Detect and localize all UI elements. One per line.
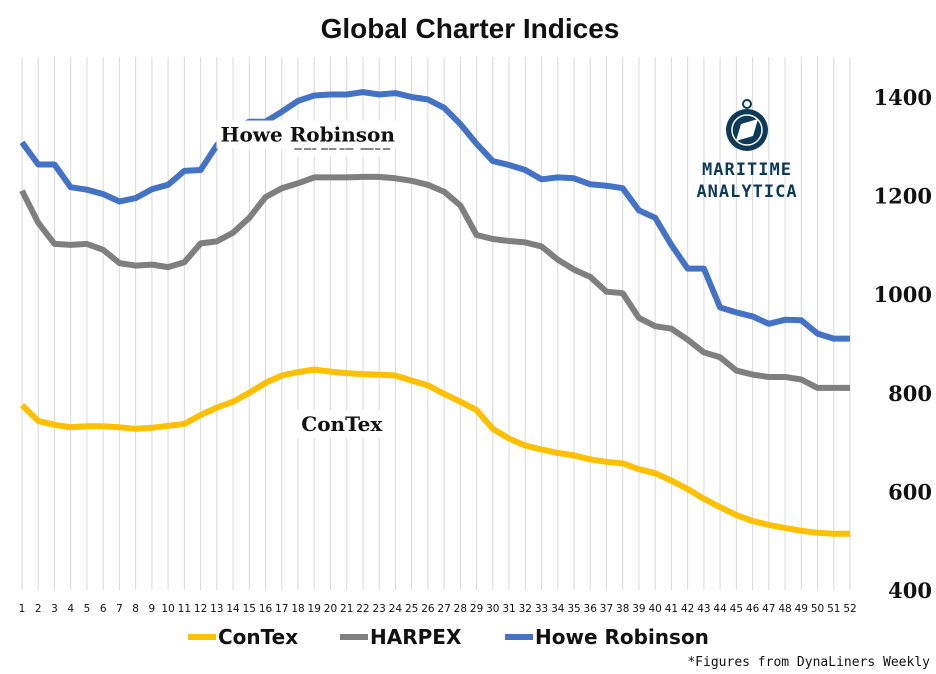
x-tick-label: 27 bbox=[437, 603, 450, 615]
y-axis-ticks: 400 600 800 1000 1200 1400 bbox=[874, 85, 932, 603]
x-tick-label: 13 bbox=[210, 603, 223, 615]
x-tick-label: 33 bbox=[535, 603, 548, 615]
x-tick-label: 8 bbox=[132, 603, 139, 615]
series-lines bbox=[19, 89, 850, 537]
y-tick-label: 1400 bbox=[874, 85, 932, 110]
series-label-text: ConTex bbox=[301, 412, 383, 436]
x-tick-label: 31 bbox=[502, 603, 515, 615]
series-line-harpex bbox=[19, 173, 850, 391]
legend: ConTex HARPEX Howe Robinson bbox=[188, 625, 709, 649]
x-tick-label: 5 bbox=[84, 603, 91, 615]
x-tick-label: 43 bbox=[697, 603, 710, 615]
x-tick-label: 4 bbox=[67, 603, 74, 615]
x-tick-label: 37 bbox=[600, 603, 613, 615]
maritime-analytica-logo: MARITIME ANALYTICA bbox=[696, 99, 797, 202]
x-tick-label: 48 bbox=[778, 603, 791, 615]
x-tick-label: 12 bbox=[194, 603, 207, 615]
compass-icon bbox=[726, 99, 768, 151]
x-tick-label: 24 bbox=[389, 603, 403, 615]
legend-item-howe-robinson: Howe Robinson bbox=[505, 625, 709, 649]
series-line-howe-robinson bbox=[19, 89, 850, 342]
x-tick-label: 51 bbox=[827, 603, 840, 615]
x-tick-label: 1 bbox=[19, 603, 26, 615]
series-label-text: Howe Robinson bbox=[221, 123, 396, 147]
logo-line-2: ANALYTICA bbox=[696, 182, 797, 202]
x-tick-label: 3 bbox=[51, 603, 58, 615]
legend-item-harpex: HARPEX bbox=[340, 625, 462, 649]
chart-title: Global Charter Indices bbox=[321, 13, 620, 44]
x-tick-label: 30 bbox=[486, 603, 499, 615]
y-tick-label: 600 bbox=[888, 479, 932, 504]
series-label-bg bbox=[297, 410, 388, 439]
y-tick-label: 1000 bbox=[874, 282, 932, 307]
x-tick-label: 44 bbox=[713, 603, 727, 615]
x-tick-label: 29 bbox=[470, 603, 483, 615]
x-tick-label: 22 bbox=[356, 603, 369, 615]
y-tick-label: 400 bbox=[888, 578, 932, 603]
x-tick-label: 50 bbox=[811, 603, 824, 615]
x-tick-label: 47 bbox=[762, 603, 775, 615]
x-tick-label: 7 bbox=[116, 603, 123, 615]
x-tick-label: 15 bbox=[243, 603, 256, 615]
x-tick-label: 38 bbox=[616, 603, 629, 615]
x-tick-label: 40 bbox=[648, 603, 661, 615]
x-tick-label: 11 bbox=[178, 603, 191, 615]
x-tick-label: 49 bbox=[795, 603, 808, 615]
x-tick-label: 32 bbox=[519, 603, 532, 615]
logo-line-1: MARITIME bbox=[702, 160, 792, 180]
x-tick-label: 25 bbox=[405, 603, 418, 615]
legend-label-contex: ConTex bbox=[218, 625, 298, 649]
legend-label-howe-robinson: Howe Robinson bbox=[535, 625, 709, 649]
x-tick-label: 23 bbox=[372, 603, 385, 615]
x-tick-label: 18 bbox=[291, 603, 304, 615]
y-tick-label: 1200 bbox=[874, 184, 932, 209]
x-tick-label: 6 bbox=[100, 603, 107, 615]
x-tick-label: 41 bbox=[665, 603, 678, 615]
x-tick-label: 19 bbox=[308, 603, 321, 615]
x-tick-label: 35 bbox=[567, 603, 580, 615]
series-label-contex: ConTex bbox=[297, 410, 388, 439]
x-tick-label: 9 bbox=[149, 603, 156, 615]
legend-label-harpex: HARPEX bbox=[370, 625, 462, 649]
series-label-howe-robinson: Howe Robinson bbox=[216, 120, 400, 149]
footnote: *Figures from DynaLiners Weekly bbox=[687, 655, 930, 670]
x-tick-label: 28 bbox=[454, 603, 467, 615]
x-tick-label: 16 bbox=[259, 603, 273, 615]
x-tick-label: 46 bbox=[746, 603, 760, 615]
x-tick-label: 26 bbox=[421, 603, 435, 615]
x-tick-label: 34 bbox=[551, 603, 565, 615]
x-tick-label: 45 bbox=[730, 603, 743, 615]
x-tick-label: 2 bbox=[35, 603, 42, 615]
x-tick-label: 39 bbox=[632, 603, 645, 615]
vertical-grid bbox=[21, 57, 851, 590]
series-label-bg bbox=[216, 120, 400, 149]
legend-item-contex: ConTex bbox=[188, 625, 298, 649]
y-tick-label: 800 bbox=[888, 381, 932, 406]
series-line-contex bbox=[19, 366, 850, 537]
x-tick-label: 14 bbox=[226, 603, 240, 615]
x-tick-label: 36 bbox=[584, 603, 598, 615]
x-tick-label: 20 bbox=[324, 603, 337, 615]
x-tick-label: 52 bbox=[843, 603, 856, 615]
x-tick-label: 17 bbox=[275, 603, 288, 615]
x-tick-label: 21 bbox=[340, 603, 353, 615]
x-tick-label: 10 bbox=[161, 603, 174, 615]
x-tick-label: 42 bbox=[681, 603, 694, 615]
x-axis-ticks: 1 2 3 4 5 6 7 8 9 10 11 12 13 14 15 16 17 18 19 20 21 22 23 24 2… bbox=[19, 603, 857, 615]
